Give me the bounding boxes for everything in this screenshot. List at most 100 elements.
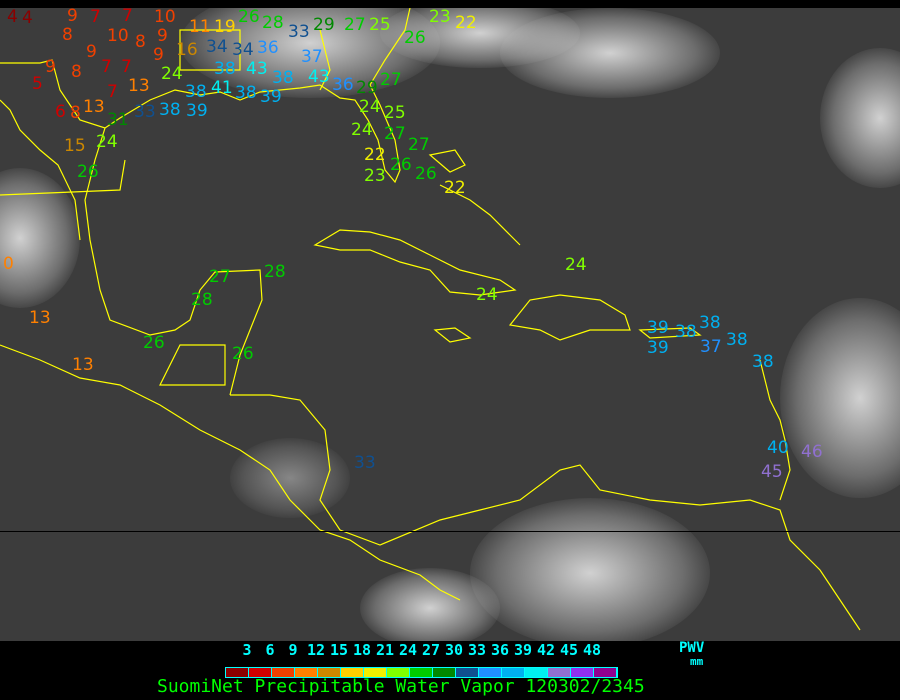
station-pwv-value: 38 bbox=[159, 100, 181, 120]
station-pwv-value: 38 bbox=[699, 313, 721, 333]
legend-swatch bbox=[226, 668, 249, 677]
legend-tick: 9 bbox=[288, 641, 298, 659]
station-pwv-value: 26 bbox=[390, 155, 412, 175]
station-pwv-value: 22 bbox=[364, 145, 386, 165]
station-pwv-value: 7 bbox=[90, 8, 101, 27]
station-pwv-value: 25 bbox=[384, 103, 406, 123]
station-pwv-value: 7 bbox=[122, 8, 133, 26]
station-pwv-value: 7 bbox=[121, 57, 132, 77]
station-pwv-value: 28 bbox=[262, 13, 284, 33]
station-pwv-value: 31 bbox=[107, 110, 129, 130]
legend-tick: 30 bbox=[444, 641, 464, 659]
station-pwv-value: 24 bbox=[351, 120, 373, 140]
caption-title: SuomiNet Precipitable Water Vapor 120302… bbox=[157, 676, 645, 697]
station-pwv-value: 38 bbox=[185, 82, 207, 102]
station-pwv-value: 10 bbox=[154, 8, 176, 27]
legend-tick: 18 bbox=[352, 641, 372, 659]
station-pwv-value: 38 bbox=[214, 59, 236, 79]
legend-tick: 21 bbox=[375, 641, 395, 659]
station-pwv-value: 38 bbox=[675, 322, 697, 342]
station-pwv-value: 28 bbox=[191, 290, 213, 310]
station-pwv-value: 24 bbox=[359, 97, 381, 117]
color-legend: 3 6 9 12 15 18 21 24 27 30 33 36 39 42 45 48 PWV mm Suo… bbox=[0, 641, 900, 700]
legend-tick: 12 bbox=[306, 641, 326, 659]
station-pwv-value: 9 bbox=[86, 42, 97, 62]
station-pwv-value: 9 bbox=[153, 45, 164, 65]
legend-swatch bbox=[318, 668, 341, 677]
legend-tick: 33 bbox=[467, 641, 487, 659]
legend-swatch bbox=[479, 668, 502, 677]
station-pwv-value: 38 bbox=[726, 330, 748, 350]
station-pwv-value: 27 bbox=[408, 135, 430, 155]
legend-swatch bbox=[548, 668, 571, 677]
legend-tick: 36 bbox=[490, 641, 510, 659]
station-pwv-value: 13 bbox=[83, 97, 105, 117]
legend-unit: PWV bbox=[679, 640, 705, 656]
legend-tick: 27 bbox=[421, 641, 441, 659]
station-pwv-value: 26 bbox=[404, 28, 426, 48]
station-pwv-value: 26 bbox=[143, 333, 165, 353]
station-pwv-value: 4 bbox=[22, 8, 33, 28]
legend-swatch bbox=[502, 668, 525, 677]
station-pwv-value: 40 bbox=[767, 438, 789, 458]
legend-tick: 15 bbox=[329, 641, 349, 659]
station-labels: 4 4 9 7 7 10 10 9 8 9 8 9 8 7 7 9 5 13 7 6 8 13 15 24 26 31 33 38 11… bbox=[0, 8, 900, 641]
station-pwv-value: 33 bbox=[134, 102, 156, 122]
station-pwv-value: 11 bbox=[189, 17, 211, 37]
station-pwv-value: 27 bbox=[384, 124, 406, 144]
divider-line bbox=[0, 531, 900, 532]
station-pwv-value: 13 bbox=[128, 76, 150, 96]
station-pwv-value: 27 bbox=[380, 70, 402, 90]
station-pwv-value: 26 bbox=[238, 8, 260, 27]
station-pwv-value: 0 bbox=[3, 254, 14, 274]
legend-swatch bbox=[272, 668, 295, 677]
station-pwv-value: 34 bbox=[232, 40, 254, 60]
station-pwv-value: 29 bbox=[313, 15, 335, 35]
station-pwv-value: 38 bbox=[272, 68, 294, 88]
station-pwv-value: 22 bbox=[444, 178, 466, 198]
station-pwv-value: 39 bbox=[647, 318, 669, 338]
station-pwv-value: 7 bbox=[107, 82, 118, 102]
station-pwv-value: 8 bbox=[135, 32, 146, 52]
station-pwv-value: 4 bbox=[7, 8, 18, 27]
station-pwv-value: 6 bbox=[55, 102, 66, 122]
legend-swatch bbox=[249, 668, 272, 677]
legend-tick: 45 bbox=[559, 641, 579, 659]
legend-color-bar bbox=[225, 667, 618, 678]
station-pwv-value: 10 bbox=[107, 26, 129, 46]
station-pwv-value: 38 bbox=[235, 83, 257, 103]
legend-swatch bbox=[525, 668, 548, 677]
station-pwv-value: 43 bbox=[308, 67, 330, 87]
legend-swatch bbox=[364, 668, 387, 677]
station-pwv-value: 27 bbox=[209, 267, 231, 287]
station-pwv-value: 9 bbox=[157, 26, 168, 46]
station-pwv-value: 24 bbox=[161, 64, 183, 84]
station-pwv-value: 46 bbox=[801, 442, 823, 462]
station-pwv-value: 38 bbox=[752, 352, 774, 372]
station-pwv-value: 5 bbox=[32, 74, 43, 94]
station-pwv-value: 22 bbox=[455, 13, 477, 33]
station-pwv-value: 43 bbox=[246, 59, 268, 79]
station-pwv-value: 33 bbox=[354, 453, 376, 473]
legend-swatch bbox=[295, 668, 318, 677]
station-pwv-value: 8 bbox=[71, 62, 82, 82]
legend-tick: 39 bbox=[513, 641, 533, 659]
station-pwv-value: 26 bbox=[415, 164, 437, 184]
station-pwv-value: 9 bbox=[45, 57, 56, 77]
station-pwv-value: 37 bbox=[700, 337, 722, 357]
legend-swatch bbox=[433, 668, 456, 677]
station-pwv-value: 26 bbox=[232, 344, 254, 364]
station-pwv-value: 13 bbox=[29, 308, 51, 328]
station-pwv-value: 36 bbox=[332, 75, 354, 95]
legend-swatch bbox=[456, 668, 479, 677]
station-pwv-value: 24 bbox=[96, 132, 118, 152]
legend-swatch bbox=[594, 668, 617, 677]
station-pwv-value: 24 bbox=[565, 255, 587, 275]
station-pwv-value: 8 bbox=[62, 25, 73, 45]
legend-tick: 3 bbox=[242, 641, 252, 659]
station-pwv-value: 19 bbox=[214, 17, 236, 37]
station-pwv-value: 34 bbox=[206, 37, 228, 57]
station-pwv-value: 45 bbox=[761, 462, 783, 482]
legend-tick: 24 bbox=[398, 641, 418, 659]
satellite-image: 4 4 9 7 7 10 10 9 8 9 8 9 8 7 7 9 5 13 7 6 8 13 15 24 26 31 33 38 11… bbox=[0, 8, 900, 641]
